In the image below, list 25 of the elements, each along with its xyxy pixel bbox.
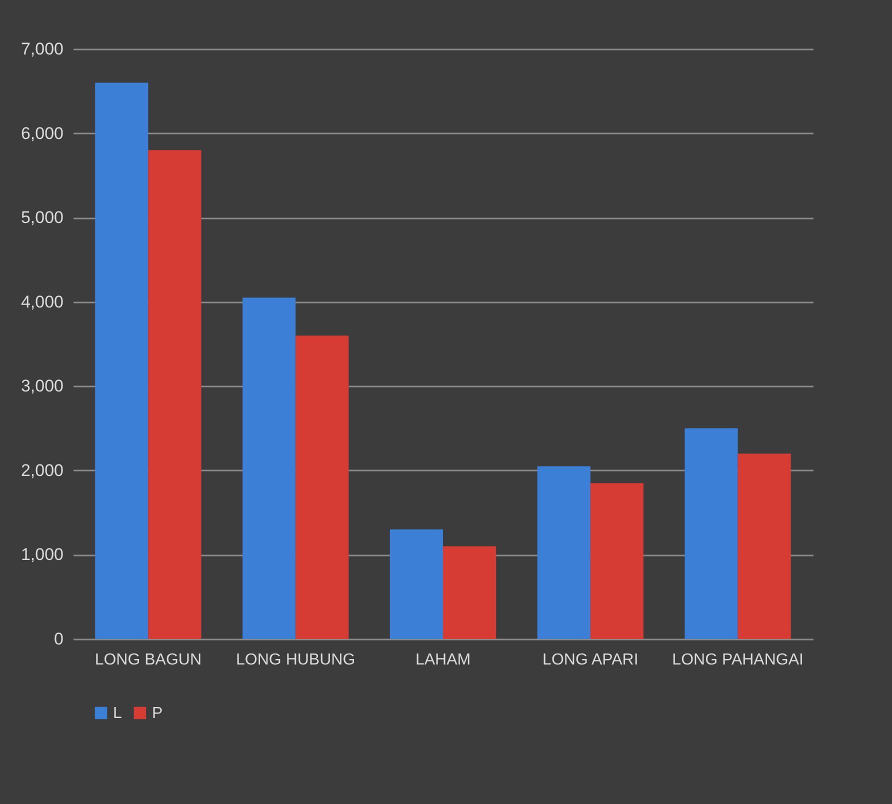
bar (296, 336, 349, 639)
y-tick-label: 5,000 (20, 208, 64, 228)
bar (684, 428, 738, 639)
x-tick-label: LONG PAHANGAI (672, 652, 804, 668)
y-tick-label: 7,000 (20, 40, 64, 58)
bar (443, 546, 496, 639)
bar (242, 298, 296, 639)
legend-label: L (113, 705, 122, 722)
bar (148, 150, 202, 639)
legend-label: P (152, 705, 163, 722)
bar (537, 466, 590, 639)
y-tick-label: 4,000 (20, 292, 64, 312)
x-tick-label: LONG APARI (542, 652, 638, 668)
bar (738, 454, 791, 639)
x-tick-label: LONG BAGUN (94, 652, 202, 668)
y-tick-label: 1,000 (20, 545, 64, 564)
bar (590, 483, 644, 639)
bar (390, 529, 443, 639)
x-tick-label: LONG HUBUNG (236, 652, 356, 668)
bar (95, 82, 148, 639)
y-tick-label: 2,000 (20, 460, 64, 480)
y-tick-label: 0 (54, 630, 64, 648)
y-tick-label: 6,000 (20, 124, 64, 143)
y-tick-label: 3,000 (20, 376, 64, 396)
x-tick-label: LAHAM (415, 652, 471, 668)
